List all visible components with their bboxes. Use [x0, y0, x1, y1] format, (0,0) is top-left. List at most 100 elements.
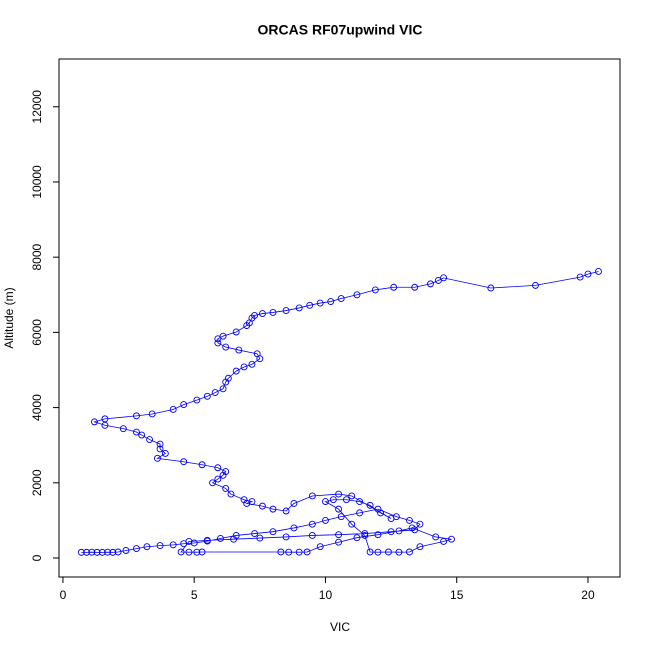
data-point	[240, 496, 248, 504]
y-tick-label: 4000	[30, 394, 44, 421]
data-point	[216, 535, 224, 542]
data-point	[406, 548, 413, 556]
data-point	[185, 538, 193, 545]
data-point	[193, 548, 201, 556]
data-point	[259, 310, 266, 318]
data-point	[395, 548, 403, 556]
data-point	[219, 385, 227, 393]
data-point	[222, 343, 230, 351]
data-point	[337, 513, 345, 521]
data-point	[385, 548, 392, 556]
data-point	[440, 274, 448, 282]
data-point	[487, 284, 495, 292]
data-point	[90, 418, 98, 426]
data-point	[98, 548, 106, 556]
data-point	[224, 374, 232, 382]
y-tick-label: 12000	[30, 90, 44, 124]
x-tick-label: 0	[60, 588, 67, 602]
y-tick-label: 2000	[30, 469, 44, 496]
data-point	[335, 538, 343, 546]
data-point	[306, 301, 314, 309]
data-point	[148, 410, 156, 418]
data-point	[374, 531, 382, 539]
data-point	[308, 531, 316, 539]
data-point	[219, 332, 227, 340]
data-point	[156, 445, 164, 453]
data-point	[256, 534, 264, 542]
data-point	[335, 505, 343, 513]
y-axis-label: Altitude (m)	[2, 287, 16, 348]
data-point	[269, 505, 277, 513]
data-point	[143, 543, 151, 551]
data-point	[156, 542, 164, 550]
data-point	[77, 548, 85, 556]
data-point	[353, 534, 361, 542]
data-point	[177, 548, 185, 556]
data-point	[361, 531, 369, 539]
data-point	[361, 530, 369, 538]
data-point	[371, 286, 379, 294]
x-tick-label: 15	[450, 588, 464, 602]
x-tick-label: 20	[581, 588, 595, 602]
data-line	[81, 271, 599, 553]
data-point	[193, 396, 201, 404]
data-point	[109, 548, 117, 556]
data-point	[343, 496, 350, 504]
data-point	[316, 299, 324, 307]
data-point	[211, 389, 219, 397]
data-point	[353, 291, 361, 299]
data-point	[93, 548, 101, 556]
y-tick-label: 10000	[30, 165, 44, 199]
data-point	[209, 479, 217, 487]
data-point	[198, 548, 206, 556]
data-point	[282, 507, 290, 515]
data-point	[295, 304, 303, 312]
data-point	[448, 535, 455, 543]
data-point	[316, 543, 324, 551]
data-point	[146, 436, 154, 444]
data-point	[222, 468, 230, 475]
data-point	[395, 527, 403, 535]
data-point	[277, 548, 285, 556]
data-point	[156, 440, 164, 448]
data-point	[440, 538, 448, 545]
data-point	[406, 516, 413, 524]
data-point	[576, 273, 584, 281]
data-point	[153, 454, 161, 462]
data-point	[308, 492, 316, 500]
data-point	[132, 428, 140, 436]
chart-title: ORCAS RF07upwind VIC	[258, 22, 423, 38]
data-point	[322, 516, 329, 524]
x-tick-label: 10	[319, 588, 333, 602]
data-point	[180, 458, 188, 466]
data-point	[290, 500, 298, 507]
data-point	[366, 501, 374, 509]
data-point	[114, 548, 122, 556]
data-point	[416, 520, 424, 528]
x-axis-label: VIC	[330, 620, 350, 634]
data-point	[169, 406, 177, 413]
data-point	[377, 509, 385, 517]
data-point	[269, 309, 277, 316]
data-point	[214, 475, 222, 483]
data-point	[295, 548, 303, 556]
data-point	[432, 533, 440, 541]
data-point	[335, 490, 343, 498]
data-point	[235, 346, 243, 354]
data-point	[337, 295, 345, 302]
data-point	[366, 548, 374, 556]
data-point	[248, 360, 256, 368]
data-point	[203, 536, 211, 544]
data-point	[584, 270, 592, 278]
data-point	[83, 548, 91, 556]
data-point	[532, 281, 539, 289]
data-point	[427, 280, 434, 288]
data-point	[434, 277, 442, 284]
data-point	[185, 548, 193, 556]
data-point	[161, 450, 169, 457]
data-point	[251, 312, 259, 319]
data-point	[282, 307, 290, 315]
data-point	[232, 328, 240, 336]
